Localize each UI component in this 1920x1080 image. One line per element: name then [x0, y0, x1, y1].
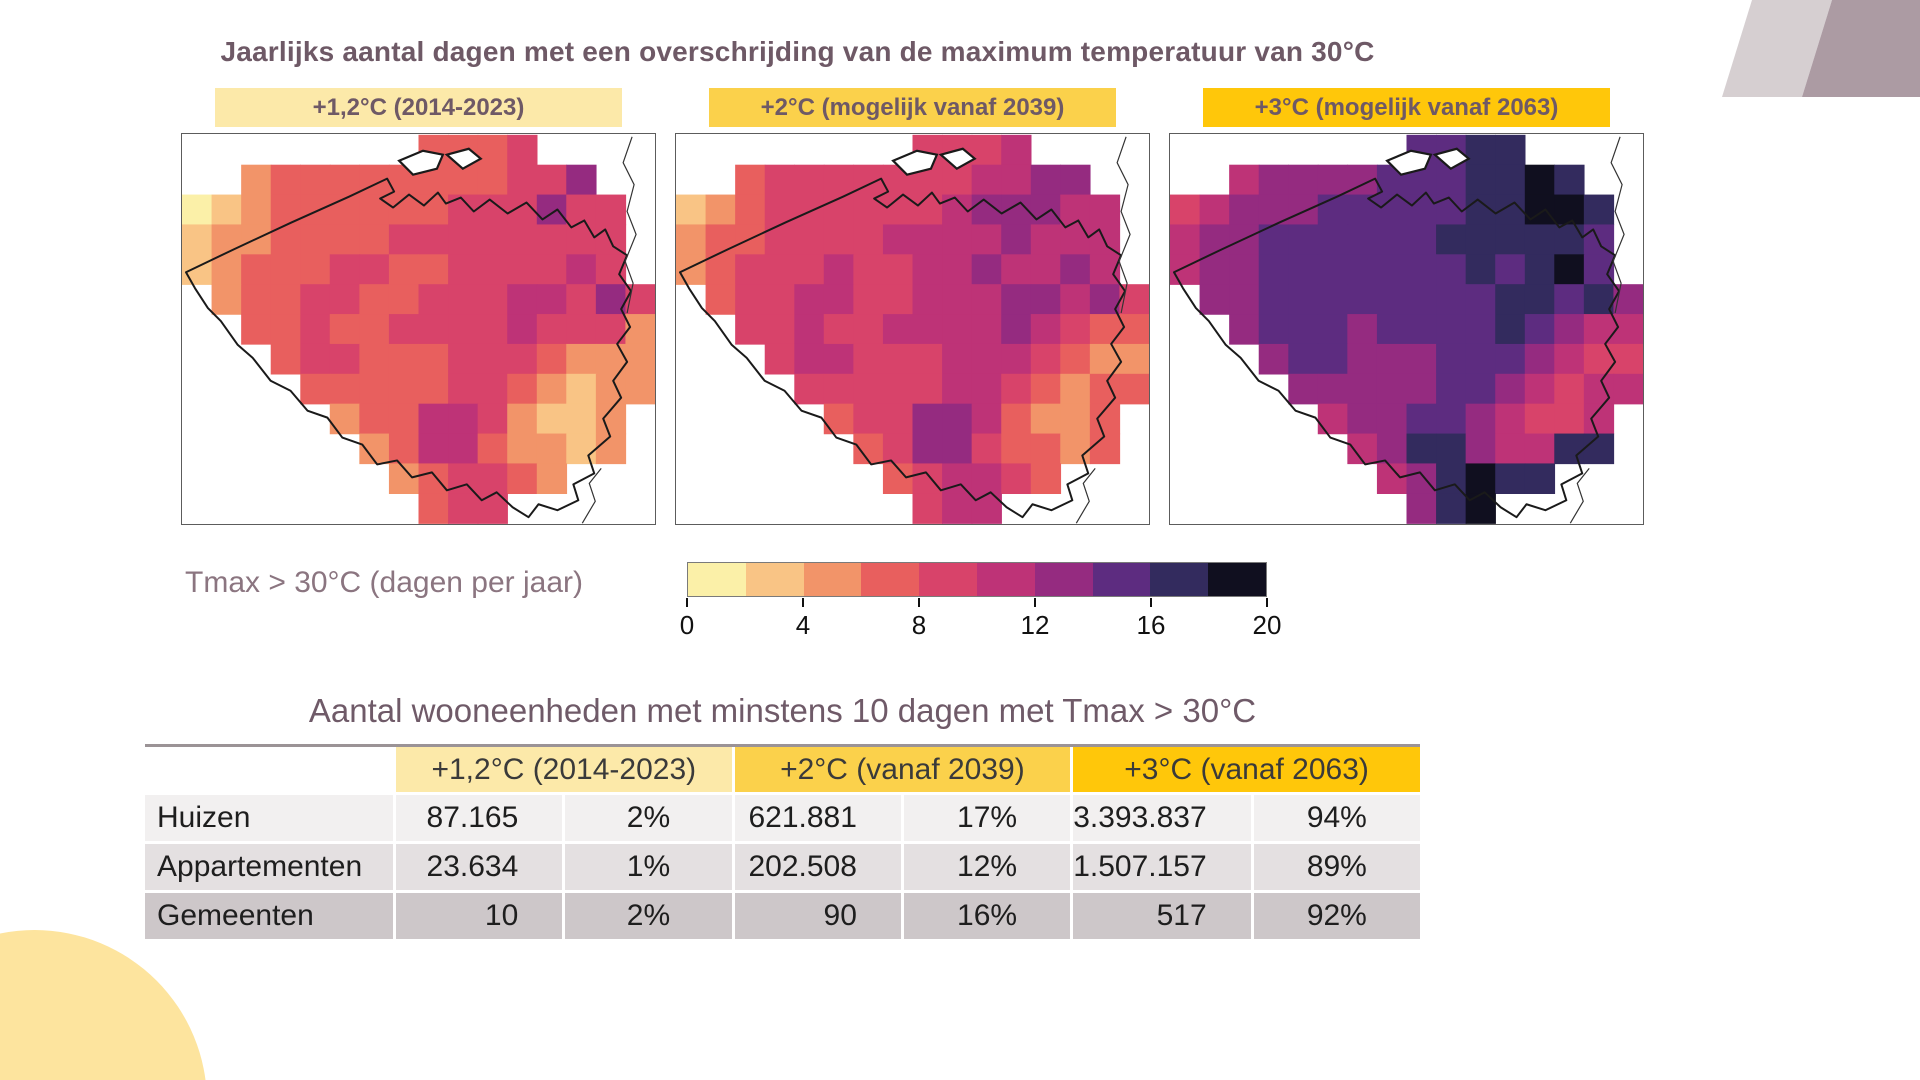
tick-4: 4: [795, 610, 811, 640]
huizen-count-1-2c: 87.165: [396, 795, 563, 841]
page-title: Jaarlijks aantal dagen met een overschri…: [220, 36, 1375, 67]
appartementen-pct-1-2c: 1%: [565, 844, 732, 890]
map-frame: [1169, 133, 1644, 525]
belgium-heatmap-3c: [1170, 134, 1643, 524]
housing-table: +1,2°C (2014-2023) +2°C (vanaf 2039) +3°…: [145, 747, 1420, 939]
gemeenten-pct-2c: 16%: [903, 893, 1071, 939]
col-header-2c: +2°C (vanaf 2039): [734, 747, 1071, 792]
map-panel-2c: +2°C (mogelijk vanaf 2039): [675, 88, 1150, 525]
appartementen-pct-3c: 89%: [1253, 844, 1420, 890]
colorbar-tickmarks: [686, 598, 1268, 608]
table-corner-cell: [145, 747, 393, 792]
huizen-pct-3c: 94%: [1253, 795, 1420, 841]
map-frame: [181, 133, 656, 525]
appartementen-count-2c: 202.508: [734, 844, 901, 890]
tick-12: 12: [1020, 610, 1050, 640]
map-header-1-2c: +1,2°C (2014-2023): [215, 88, 622, 127]
tick-16: 16: [1136, 610, 1166, 640]
col-header-3c: +3°C (vanaf 2063): [1073, 747, 1420, 792]
gemeenten-count-3c: 517: [1073, 893, 1251, 939]
huizen-pct-2c: 17%: [903, 795, 1071, 841]
housing-table-section: Aantal wooneenheden met minstens 10 dage…: [145, 692, 1420, 939]
row-label-huizen: Huizen: [145, 795, 393, 841]
map-frame: [675, 133, 1150, 525]
maps-row: +1,2°C (2014-2023) +2°C (mogelijk vanaf …: [181, 88, 1644, 525]
table-title: Aantal wooneenheden met minstens 10 dage…: [308, 692, 1257, 729]
tick-8: 8: [911, 610, 927, 640]
appartementen-pct-2c: 12%: [903, 844, 1071, 890]
corner-circle-decoration: [0, 930, 207, 1080]
appartementen-count-3c: 1.507.157: [1073, 844, 1251, 890]
gemeenten-count-1-2c: 10: [396, 893, 563, 939]
map-panel-3c: +3°C (mogelijk vanaf 2063): [1169, 88, 1644, 525]
appartementen-count-1-2c: 23.634: [396, 844, 563, 890]
colorbar-label: Tmax > 30°C (dagen per jaar): [185, 566, 584, 599]
huizen-count-3c: 3.393.837: [1073, 795, 1251, 841]
gemeenten-pct-3c: 92%: [1253, 893, 1420, 939]
table-rule: [145, 744, 1420, 747]
map-header-2c: +2°C (mogelijk vanaf 2039): [709, 88, 1116, 127]
col-header-1-2c: +1,2°C (2014-2023): [396, 747, 732, 792]
colorbar: [687, 562, 1267, 597]
tick-0: 0: [679, 610, 695, 640]
gemeenten-count-2c: 90: [734, 893, 901, 939]
huizen-count-2c: 621.881: [734, 795, 901, 841]
corner-parallelogram-decoration: [1700, 0, 1920, 97]
map-header-3c: +3°C (mogelijk vanaf 2063): [1203, 88, 1610, 127]
gemeenten-pct-1-2c: 2%: [565, 893, 732, 939]
belgium-heatmap-2c: [676, 134, 1149, 524]
belgium-heatmap-1-2c: [182, 134, 655, 524]
colorbar-ticklabels: 0 4 8 12 16 20: [680, 610, 1282, 640]
tick-20: 20: [1252, 610, 1282, 640]
row-label-appartementen: Appartementen: [145, 844, 393, 890]
map-panel-1-2c: +1,2°C (2014-2023): [181, 88, 656, 525]
huizen-pct-1-2c: 2%: [565, 795, 732, 841]
row-label-gemeenten: Gemeenten: [145, 893, 393, 939]
